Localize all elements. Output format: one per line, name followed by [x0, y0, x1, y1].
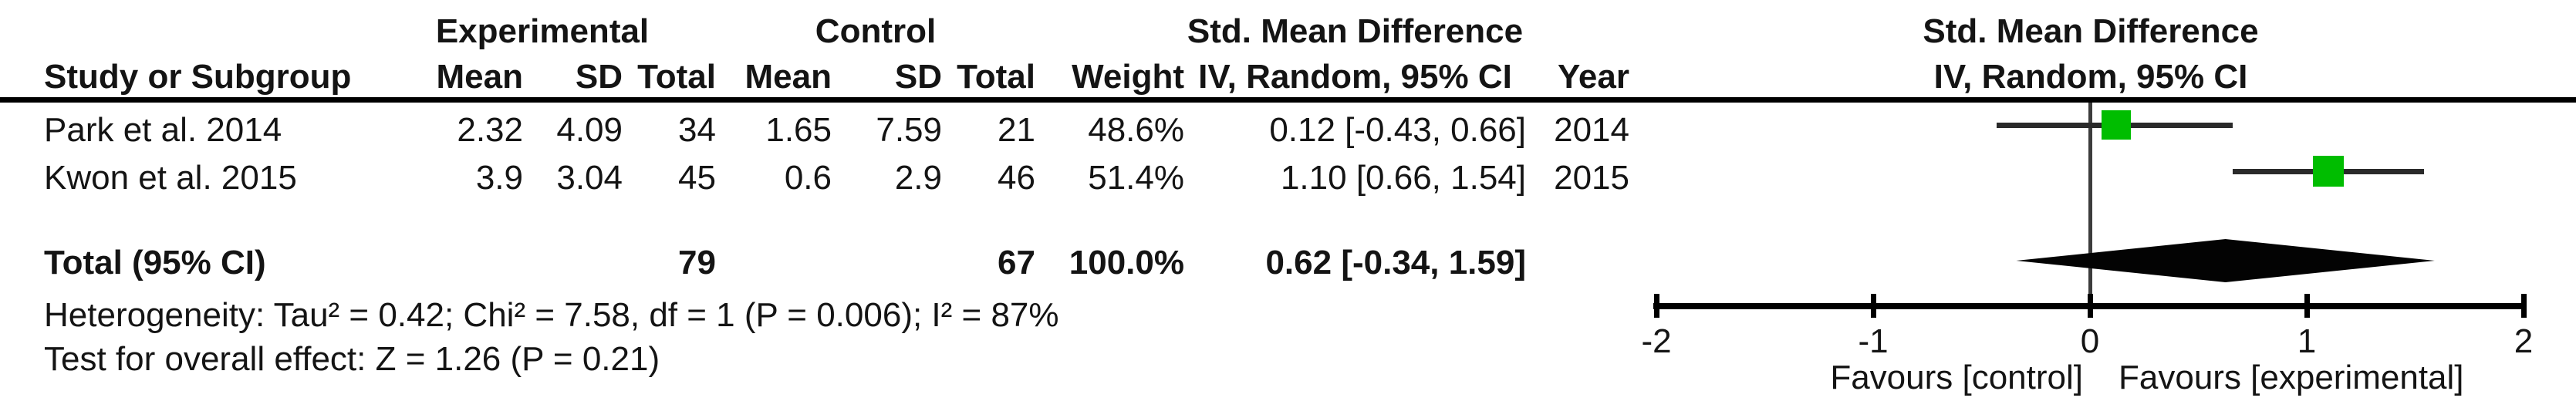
heterogeneity-text: Heterogeneity: Tau² = 0.42; Chi² = 7.58,… [44, 296, 1059, 334]
cell-mean-experimental: 3.9 [475, 159, 523, 197]
col-header-sd-control: SD [894, 58, 942, 96]
table-row-park-2014: Park et al. 2014 2.32 4.09 34 1.65 7.59 … [44, 110, 1629, 150]
cell-total-experimental: 34 [678, 111, 716, 149]
cell-sd-control: 7.59 [876, 111, 942, 149]
cell-mean-control: 1.65 [765, 111, 832, 149]
zero-effect-line [2088, 103, 2092, 306]
cell-total-label: Total (95% CI) [44, 244, 266, 281]
table-row-kwon-2015: Kwon et al. 2015 3.9 3.04 45 0.6 2.9 46 … [44, 158, 1629, 198]
study-square [2101, 110, 2131, 140]
cell-sd-experimental: 4.09 [556, 111, 623, 149]
cell-study: Kwon et al. 2015 [44, 159, 297, 197]
axis-tick-label: 2 [2514, 322, 2534, 360]
col-header-mean-control: Mean [744, 58, 832, 96]
table-row-total: Total (95% CI) 79 67 100.0% 0.62 [-0.34,… [44, 243, 1629, 283]
cell-mean-control: 0.6 [784, 159, 832, 197]
cell-total-experimental: 45 [678, 159, 716, 197]
cell-ci: 0.12 [-0.43, 0.66] [1269, 111, 1526, 149]
plot-header-effect-measure: Std. Mean Difference [1923, 12, 2259, 50]
axis-tick [2304, 294, 2310, 318]
col-header-total-experimental: Total [637, 58, 716, 96]
col-header-ci: IV, Random, 95% CI [1198, 58, 1512, 96]
cell-ci: 0.62 [-0.34, 1.59] [1265, 244, 1526, 281]
cell-total-control: 21 [998, 111, 1035, 149]
col-header-total-control: Total [957, 58, 1035, 96]
col-header-weight: Weight [1072, 58, 1184, 96]
overall-effect-text: Test for overall effect: Z = 1.26 (P = 0… [44, 340, 660, 378]
axis-tick-label: -1 [1858, 322, 1889, 360]
study-square [2313, 156, 2345, 187]
table-column-header-row: Study or Subgroup Mean SD Total Mean SD … [44, 57, 1629, 97]
plot-header-method: IV, Random, 95% CI [1933, 58, 2248, 96]
summary-diamond [2016, 239, 2435, 282]
cell-year: 2015 [1554, 159, 1629, 197]
axis-tick-label: 1 [2297, 322, 2317, 360]
cell-ci: 1.10 [0.66, 1.54] [1280, 159, 1526, 197]
axis-tick [1871, 294, 1876, 318]
col-header-study: Study or Subgroup [44, 58, 352, 96]
cell-weight: 48.6% [1088, 111, 1184, 149]
cell-sd-experimental: 3.04 [556, 159, 623, 197]
col-header-mean-experimental: Mean [436, 58, 523, 96]
cell-total-experimental: 79 [678, 244, 716, 281]
cell-total-control: 46 [998, 159, 1035, 197]
group-header-experimental: Experimental [435, 12, 650, 50]
cell-sd-control: 2.9 [894, 159, 942, 197]
group-header-control: Control [815, 12, 937, 50]
cell-year: 2014 [1554, 111, 1629, 149]
cell-mean-experimental: 2.32 [457, 111, 523, 149]
favours-left-label: Favours [control] [1830, 359, 2083, 396]
cell-study: Park et al. 2014 [44, 111, 282, 149]
axis-tick [2088, 294, 2093, 318]
cell-weight: 100.0% [1069, 244, 1184, 281]
table-group-header-row: Experimental Control Std. Mean Differenc… [44, 12, 1629, 52]
axis-tick [2521, 294, 2527, 318]
favours-right-label: Favours [experimental] [2119, 359, 2464, 396]
axis-tick-label: 0 [2080, 322, 2100, 360]
cell-total-control: 67 [998, 244, 1035, 281]
axis-tick-label: -2 [1641, 322, 1672, 360]
col-header-sd-experimental: SD [575, 58, 623, 96]
col-header-year: Year [1558, 58, 1629, 96]
group-header-smd: Std. Mean Difference [1187, 12, 1524, 50]
header-divider-rule [0, 97, 2576, 103]
cell-weight: 51.4% [1088, 159, 1184, 197]
axis-tick [1654, 294, 1659, 318]
